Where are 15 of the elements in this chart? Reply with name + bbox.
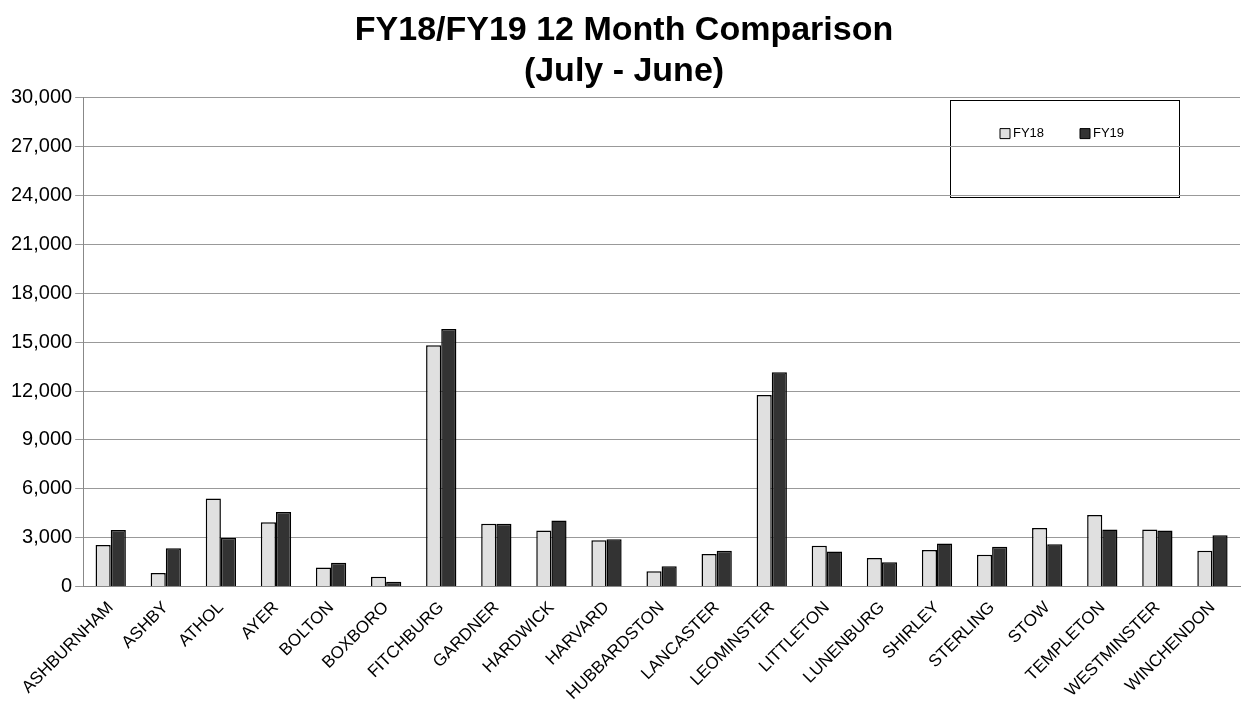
chart-subtitle: (July - June) [523, 49, 725, 88]
y-tick-label: 9,000 [22, 427, 73, 450]
legend-label: FY18 [1013, 125, 1045, 141]
y-tick-label: 27,000 [11, 134, 73, 157]
chart-title: FY18/FY19 12 Month Comparison [354, 8, 894, 47]
y-tick-label: 30,000 [11, 85, 73, 108]
y-tick-label: 24,000 [11, 182, 73, 205]
y-tick-label: 6,000 [22, 476, 73, 499]
y-tick-label: 3,000 [22, 525, 73, 548]
y-tick-label: 15,000 [11, 329, 73, 352]
y-tick-label: 12,000 [11, 378, 73, 401]
legend-label: FY19 [1093, 125, 1125, 141]
y-tick-label: 0 [61, 574, 73, 597]
y-tick-label: 18,000 [11, 280, 73, 303]
y-tick-label: 21,000 [11, 231, 73, 254]
